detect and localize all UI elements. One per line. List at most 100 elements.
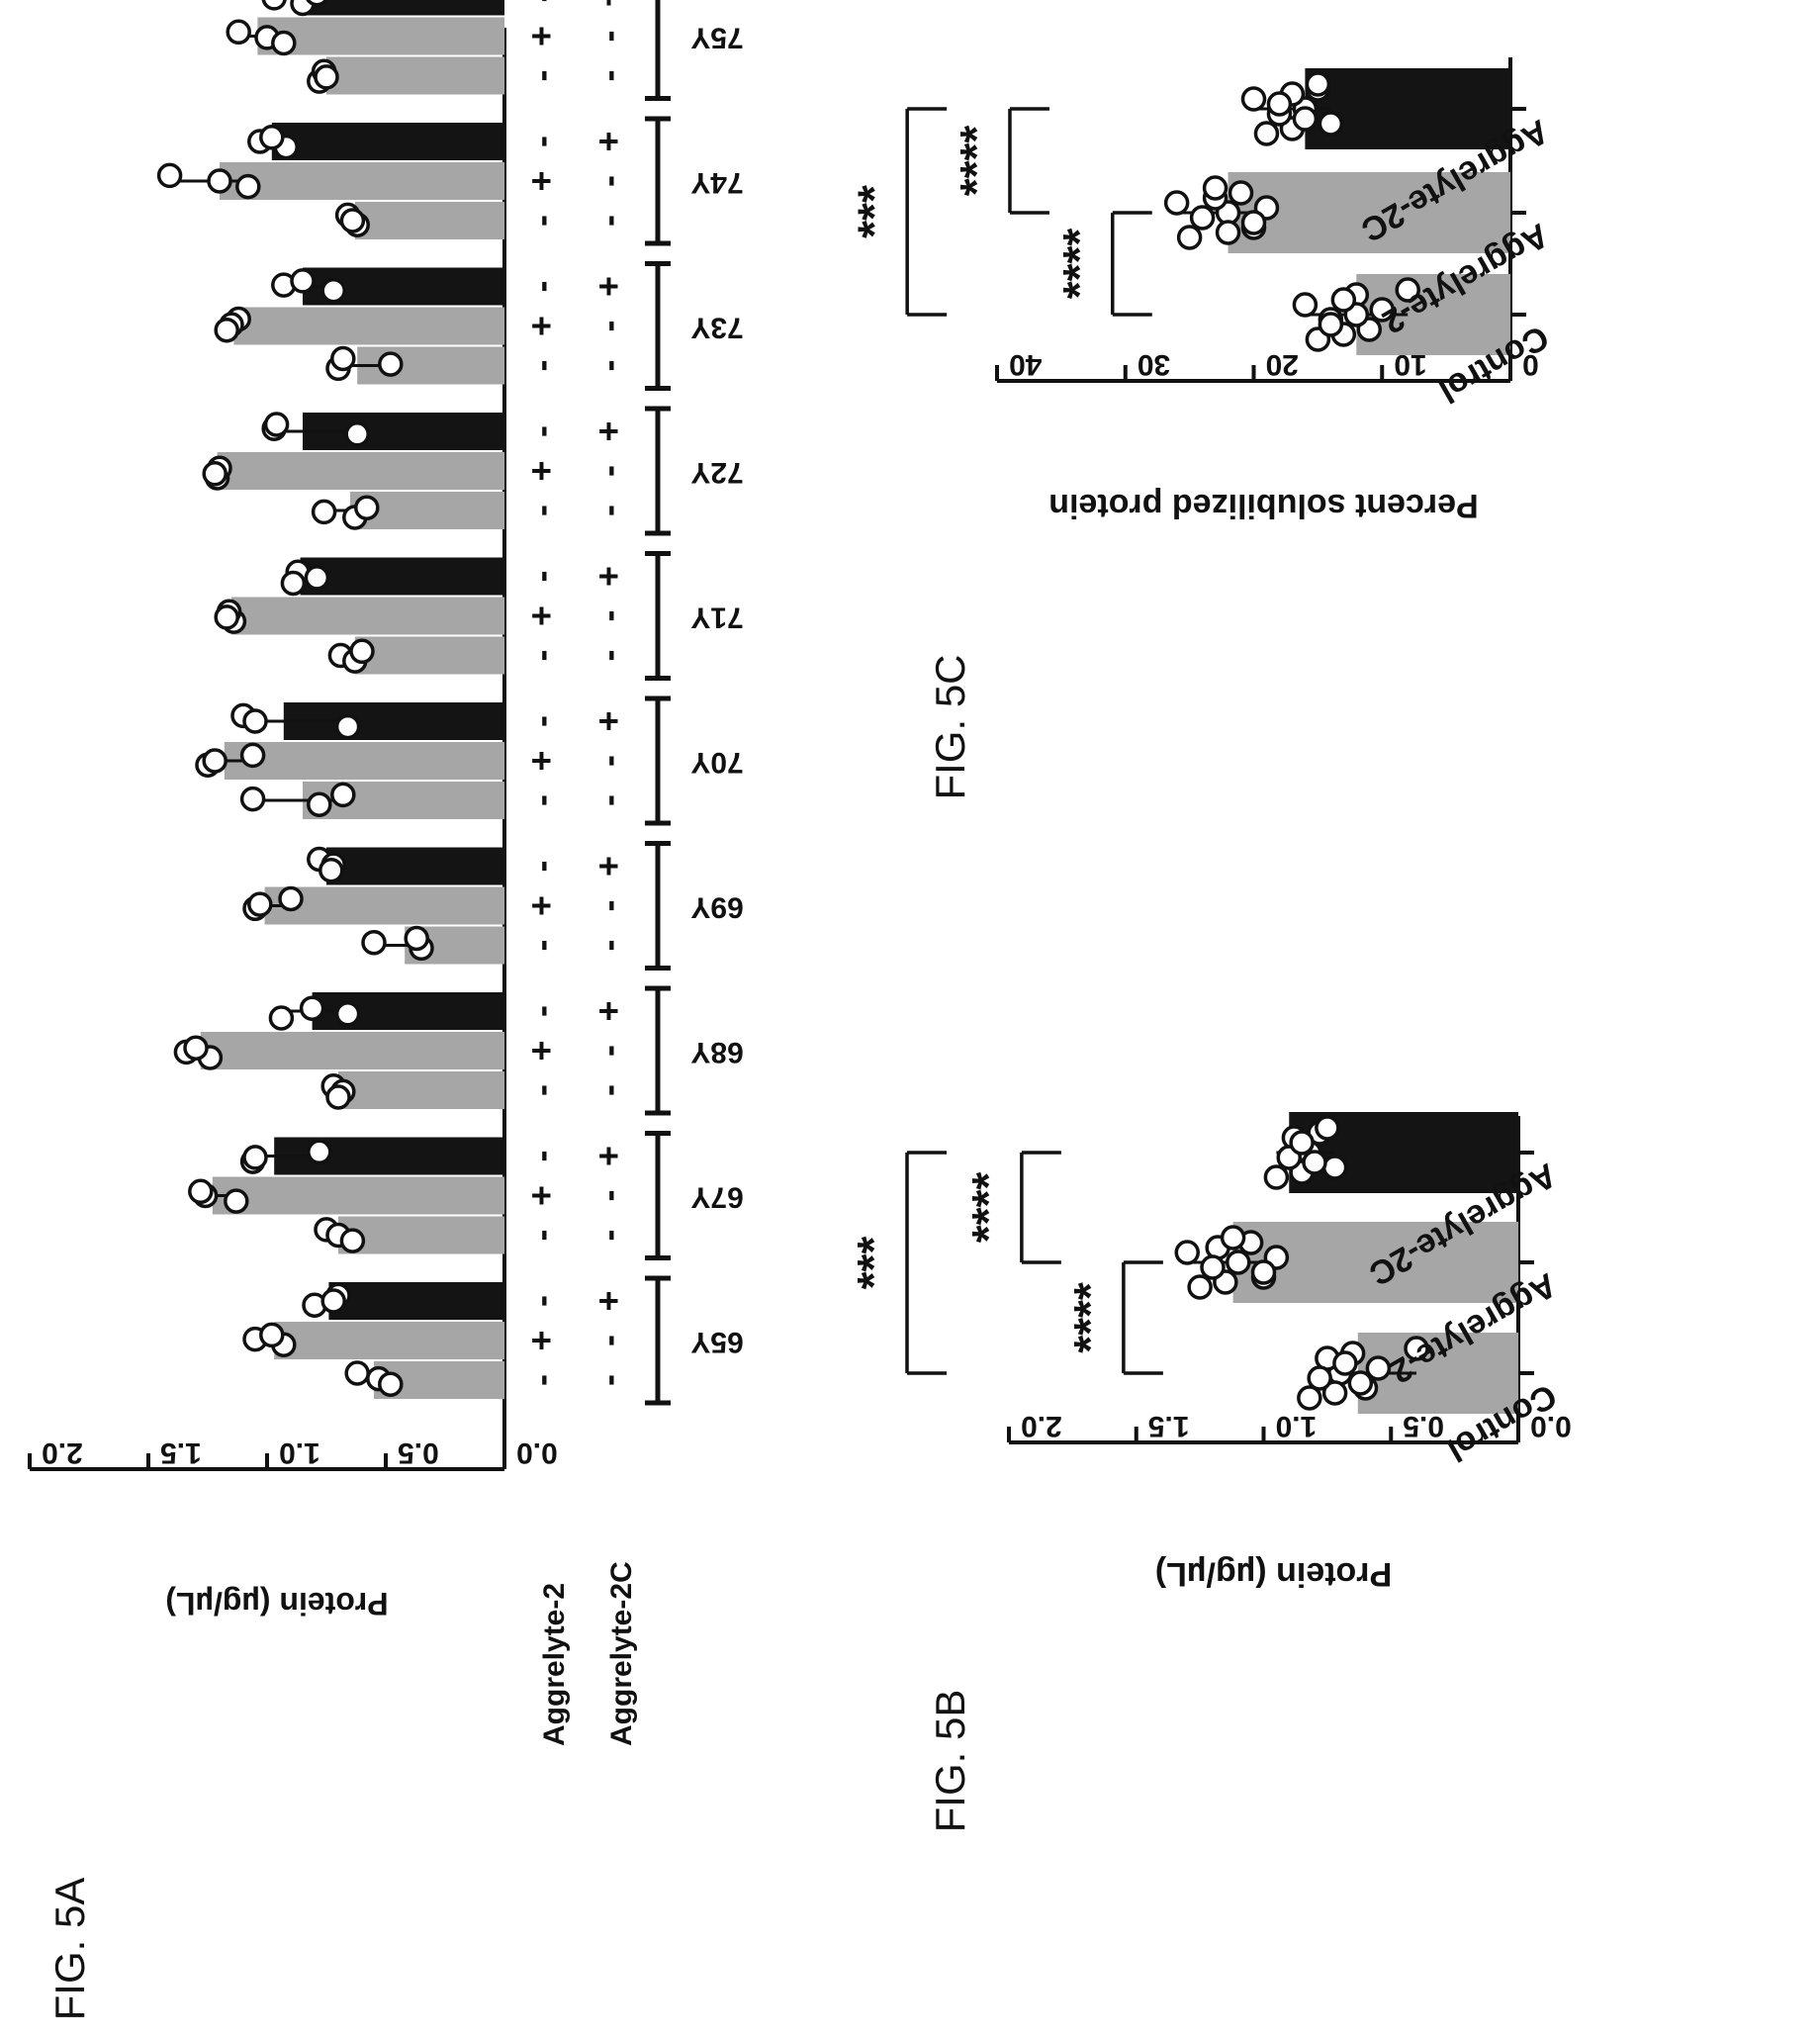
fig5b-point [1321, 1155, 1348, 1180]
fig5a-point [239, 786, 266, 812]
fig5a-bar [271, 123, 504, 160]
fig5a-group-label: 73Y [690, 312, 743, 344]
fig5a-condition-sign: - [521, 360, 562, 372]
fig5a-condition-sign: + [589, 0, 629, 7]
fig5a-condition-sign: - [589, 70, 629, 82]
fig5c-point [1176, 225, 1203, 250]
fig5a-condition-sign: - [589, 1084, 629, 1096]
fig5a-point [334, 1001, 361, 1027]
fig5b-tick-label: 1.0 [1276, 1410, 1318, 1442]
fig5a-condition-sign: - [589, 650, 629, 662]
fig5a-point [278, 885, 304, 912]
fig5a-point [314, 64, 339, 90]
fig5a-condition-sign: - [589, 31, 629, 43]
fig5a-point [318, 857, 344, 883]
fig5a-condition-sign: - [521, 136, 562, 147]
fig5a-group-label: 71Y [690, 602, 743, 634]
fig5a-point [404, 925, 429, 952]
fig5a-condition-sign: - [521, 1005, 562, 1017]
fig5a-condition-sign: - [589, 175, 629, 187]
fig5c-point [1369, 297, 1395, 323]
fig5a-condition-sign: - [589, 1335, 629, 1346]
fig5a-condition-sign: + [521, 895, 562, 916]
fig5a-condition-sign: - [521, 571, 562, 583]
fig5a-condition-sign: - [521, 1151, 562, 1162]
fig5a-group-label: 70Y [690, 746, 743, 779]
fig5a-condition-sign: - [589, 360, 629, 372]
fig5b-point [1347, 1370, 1374, 1396]
fig5b-tick-label: 1.5 [1148, 1410, 1190, 1442]
fig5c-significance-label: **** [951, 126, 1002, 197]
fig5a-point [304, 565, 330, 591]
fig5a-point [280, 570, 307, 597]
fig5a-condition-sign: + [589, 1000, 629, 1021]
fig5c-point [1215, 220, 1241, 245]
fig5a-condition-sign: + [521, 1330, 562, 1350]
fig5a-bar [233, 307, 504, 345]
fig5a-point [361, 929, 387, 956]
fig5a-condition-sign: - [521, 281, 562, 293]
fig5a-point [247, 891, 273, 917]
fig5b-point [1302, 1150, 1327, 1175]
fig5a-point [239, 742, 266, 769]
fig5a-point [183, 1035, 209, 1061]
fig5a-condition-sign: + [521, 750, 562, 771]
fig5b-point [1297, 1385, 1322, 1411]
fig5a-group-label: 68Y [690, 1036, 743, 1068]
fig5a-tick-label: 0.0 [516, 1437, 558, 1469]
fig5a-condition-sign: - [589, 755, 629, 767]
fig5a-condition-sign: - [589, 505, 629, 516]
fig5c-point [1253, 121, 1280, 146]
fig5a-bar [200, 1032, 505, 1069]
fig5a-condition-sign: - [521, 861, 562, 873]
fig5a-bar [338, 1216, 504, 1254]
fig5b-point [1187, 1274, 1213, 1300]
fig5a-condition-sign: + [589, 420, 629, 441]
fig5a-point [325, 1084, 351, 1110]
fig5a-condition-sign: + [521, 26, 562, 46]
fig5a-point [344, 421, 370, 447]
fig5a-point [226, 19, 251, 46]
fig5a-bar [212, 1176, 505, 1215]
fig5c-point [1240, 86, 1267, 112]
fig5a-point [334, 713, 361, 740]
fig5b-significance-label: **** [1064, 1282, 1116, 1353]
fig5a-group-label: 72Y [690, 456, 743, 489]
fig5a-tick-label: 1.5 [160, 1437, 202, 1469]
fig5a-point [224, 1188, 249, 1214]
fig5c-point [1318, 111, 1344, 137]
fig5a-tick-label: 1.0 [279, 1437, 320, 1469]
fig5a-condition-label: Aggrelyte-2C [605, 1561, 638, 1746]
fig5a-condition-sign: + [589, 710, 629, 731]
fig5a-tick-label: 0.5 [398, 1437, 439, 1469]
fig5b-caption: FIG. 5B [927, 1690, 973, 1833]
fig5a-condition-sign: - [589, 465, 629, 477]
fig5a-bar [354, 202, 504, 239]
fig5a-bar [220, 162, 504, 200]
fig5a-condition-sign: + [589, 131, 629, 151]
fig5a-condition-sign: - [589, 940, 629, 952]
fig5a-condition-sign: - [521, 215, 562, 227]
fig5a-point [290, 268, 316, 294]
fig5a-condition-sign: - [521, 70, 562, 82]
fig5c-bar [1305, 68, 1510, 149]
fig5a-group-label: 75Y [690, 22, 743, 54]
fig5c-axis-title: Percent solubilized protein [1048, 487, 1479, 524]
fig5c-caption: FIG. 5C [927, 654, 973, 799]
fig5a-condition-sign: - [589, 321, 629, 332]
fig5b-point [1315, 1115, 1340, 1141]
fig5a-condition-sign: - [589, 1230, 629, 1242]
fig5b-point [1200, 1254, 1226, 1280]
fig5a-condition-sign: - [589, 900, 629, 912]
fig5c-point [1189, 205, 1216, 231]
fig5a-point [156, 162, 183, 189]
fig5a-point [339, 1228, 366, 1253]
fig5a-point [344, 1360, 370, 1386]
fig5a-caption: FIG. 5A [46, 1878, 93, 2021]
fig5c-significance-label: *** [848, 185, 899, 238]
fig5a-bar [224, 742, 505, 780]
fig5a-point [261, 0, 287, 11]
fig5a-point [330, 345, 356, 372]
